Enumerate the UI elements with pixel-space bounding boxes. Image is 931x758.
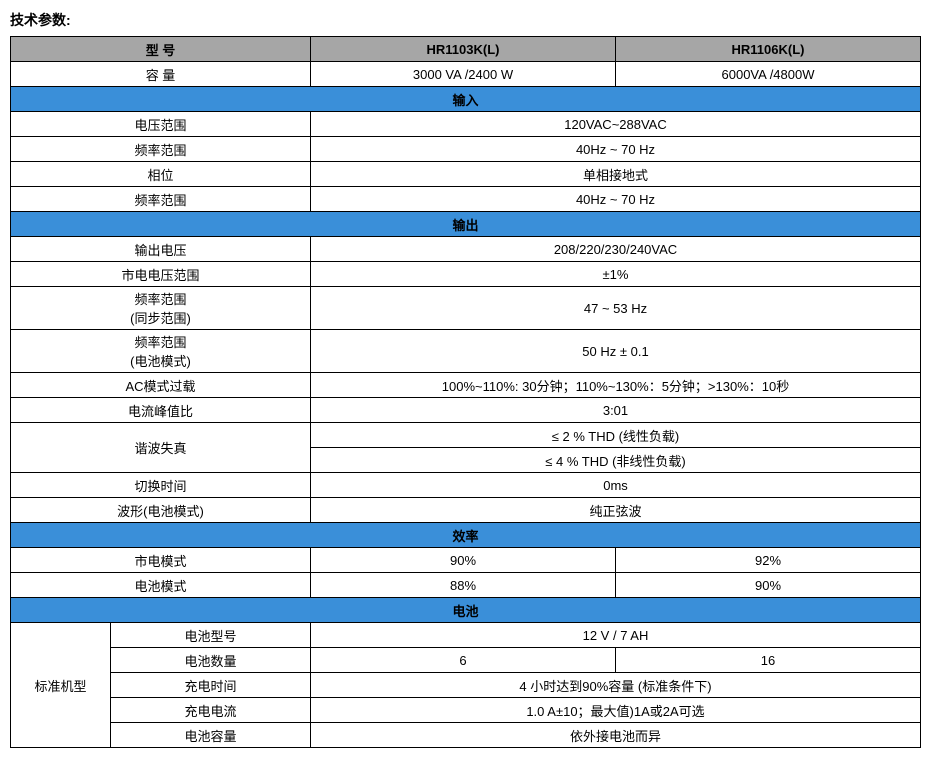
row-label: 输出电压 (11, 237, 311, 262)
table-row: 电池容量 依外接电池而异 (11, 723, 921, 748)
row-label: 充电时间 (111, 673, 311, 698)
row-label: 电池模式 (11, 573, 311, 598)
row-label: 波形(电池模式) (11, 498, 311, 523)
table-row: 切换时间 0ms (11, 473, 921, 498)
row-label: 谐波失真 (11, 423, 311, 473)
table-row: 电池模式 88% 90% (11, 573, 921, 598)
table-row: 输出电压 208/220/230/240VAC (11, 237, 921, 262)
row-value: 40Hz ~ 70 Hz (311, 137, 921, 162)
row-label: 切换时间 (11, 473, 311, 498)
row-value-a: 6 (311, 648, 616, 673)
row-label-line2: (电池模式) (15, 351, 306, 370)
row-value: 1.0 A±10；最大值)1A或2A可选 (311, 698, 921, 723)
row-value: 100%~110%: 30分钟；110%~130%：5分钟；>130%：10秒 (311, 373, 921, 398)
table-row: 充电电流 1.0 A±10；最大值)1A或2A可选 (11, 698, 921, 723)
table-row: 市电模式 90% 92% (11, 548, 921, 573)
section-header-output: 输出 (11, 212, 921, 237)
table-row: 电流峰值比 3:01 (11, 398, 921, 423)
row-label-multiline: 频率范围 (同步范围) (11, 287, 311, 330)
battery-group-label: 标准机型 (11, 623, 111, 748)
table-row: 频率范围 (同步范围) 47 ~ 53 Hz (11, 287, 921, 330)
row-value: 依外接电池而异 (311, 723, 921, 748)
table-row: 相位 单相接地式 (11, 162, 921, 187)
table-row: 市电电压范围 ±1% (11, 262, 921, 287)
row-label: 电池容量 (111, 723, 311, 748)
section-title: 效率 (11, 523, 921, 548)
table-row: 频率范围 40Hz ~ 70 Hz (11, 137, 921, 162)
row-value: 47 ~ 53 Hz (311, 287, 921, 330)
capacity-b: 6000VA /4800W (616, 62, 921, 87)
table-row: 电压范围 120VAC~288VAC (11, 112, 921, 137)
spec-title: 技术参数: (10, 10, 921, 30)
row-value: 0ms (311, 473, 921, 498)
row-value: 120VAC~288VAC (311, 112, 921, 137)
row-label-multiline: 频率范围 (电池模式) (11, 330, 311, 373)
row-value: 40Hz ~ 70 Hz (311, 187, 921, 212)
row-value: 50 Hz ± 0.1 (311, 330, 921, 373)
table-row: 型 号 HR1103K(L) HR1106K(L) (11, 37, 921, 62)
row-value-b: 92% (616, 548, 921, 573)
row-label: 电池数量 (111, 648, 311, 673)
row-value-a: 90% (311, 548, 616, 573)
row-value: 12 V / 7 AH (311, 623, 921, 648)
row-label: 充电电流 (111, 698, 311, 723)
row-label-line1: 频率范围 (15, 289, 306, 308)
row-label: 电压范围 (11, 112, 311, 137)
capacity-label: 容 量 (11, 62, 311, 87)
section-header-battery: 电池 (11, 598, 921, 623)
header-model-label: 型 号 (11, 37, 311, 62)
row-label-line1: 频率范围 (15, 332, 306, 351)
row-value: 4 小时达到90%容量 (标准条件下) (311, 673, 921, 698)
row-value-line2: ≤ 4 % THD (非线性负载) (311, 448, 921, 473)
row-value-a: 88% (311, 573, 616, 598)
section-title: 输入 (11, 87, 921, 112)
table-row: 频率范围 (电池模式) 50 Hz ± 0.1 (11, 330, 921, 373)
table-row: 波形(电池模式) 纯正弦波 (11, 498, 921, 523)
section-header-efficiency: 效率 (11, 523, 921, 548)
table-row: 谐波失真 ≤ 2 % THD (线性负载) (11, 423, 921, 448)
header-model-b: HR1106K(L) (616, 37, 921, 62)
row-value: 208/220/230/240VAC (311, 237, 921, 262)
table-row: 频率范围 40Hz ~ 70 Hz (11, 187, 921, 212)
table-row: 标准机型 电池型号 12 V / 7 AH (11, 623, 921, 648)
row-value: 3:01 (311, 398, 921, 423)
row-value: 单相接地式 (311, 162, 921, 187)
section-header-input: 输入 (11, 87, 921, 112)
row-label: 电池型号 (111, 623, 311, 648)
section-title: 输出 (11, 212, 921, 237)
row-label: 市电电压范围 (11, 262, 311, 287)
row-label: AC模式过载 (11, 373, 311, 398)
table-row: 电池数量 6 16 (11, 648, 921, 673)
row-label: 市电模式 (11, 548, 311, 573)
row-label-line2: (同步范围) (15, 308, 306, 327)
table-row: 容 量 3000 VA /2400 W 6000VA /4800W (11, 62, 921, 87)
row-label: 频率范围 (11, 137, 311, 162)
row-value: 纯正弦波 (311, 498, 921, 523)
row-label: 频率范围 (11, 187, 311, 212)
row-label: 电流峰值比 (11, 398, 311, 423)
spec-table: 型 号 HR1103K(L) HR1106K(L) 容 量 3000 VA /2… (10, 36, 921, 748)
header-model-a: HR1103K(L) (311, 37, 616, 62)
row-value-b: 16 (616, 648, 921, 673)
table-row: AC模式过载 100%~110%: 30分钟；110%~130%：5分钟；>13… (11, 373, 921, 398)
capacity-a: 3000 VA /2400 W (311, 62, 616, 87)
table-row: 充电时间 4 小时达到90%容量 (标准条件下) (11, 673, 921, 698)
row-label: 相位 (11, 162, 311, 187)
row-value-b: 90% (616, 573, 921, 598)
row-value: ±1% (311, 262, 921, 287)
row-value-line1: ≤ 2 % THD (线性负载) (311, 423, 921, 448)
section-title: 电池 (11, 598, 921, 623)
